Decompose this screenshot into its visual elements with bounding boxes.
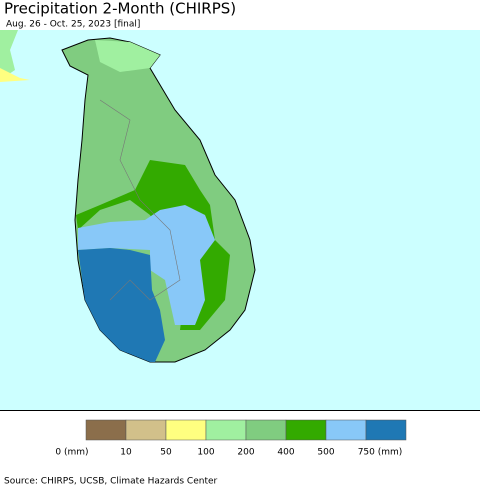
- darkblue-zone: [78, 248, 165, 362]
- legend-label: 400: [277, 448, 294, 458]
- legend-swatch: [85, 419, 127, 441]
- lightblue-zone: [78, 205, 215, 325]
- legend-swatch: [365, 419, 407, 441]
- district-borders: [99, 99, 181, 301]
- legend-swatch: [245, 419, 287, 441]
- map: [0, 30, 480, 411]
- source: Source: CHIRPS, UCSB, Climate Hazards Ce…: [4, 477, 218, 487]
- map-border: [0, 410, 480, 411]
- legend-swatch: [325, 419, 367, 441]
- legend: 0 (mm) 10 50 100 200 400 500 750 (mm): [55, 419, 407, 458]
- legend-swatch: [125, 419, 167, 441]
- north-light: [95, 40, 160, 72]
- legend-swatch: [205, 419, 247, 441]
- legend-swatch: [285, 419, 327, 441]
- legend-label: 50: [160, 448, 172, 458]
- title: Precipitation 2-Month (CHIRPS): [4, 0, 236, 18]
- legend-label: 10: [120, 448, 132, 458]
- legend-label: 100: [197, 448, 214, 458]
- subtitle: Aug. 26 - Oct. 25, 2023 [final]: [6, 20, 140, 30]
- legend-label: 750 (mm): [358, 448, 403, 458]
- legend-label: 200: [237, 448, 254, 458]
- legend-label: 0 (mm): [55, 448, 88, 458]
- land-india-dry: [0, 68, 30, 82]
- legend-label: 500: [317, 448, 334, 458]
- legend-swatch: [165, 419, 207, 441]
- land-india: [0, 30, 18, 80]
